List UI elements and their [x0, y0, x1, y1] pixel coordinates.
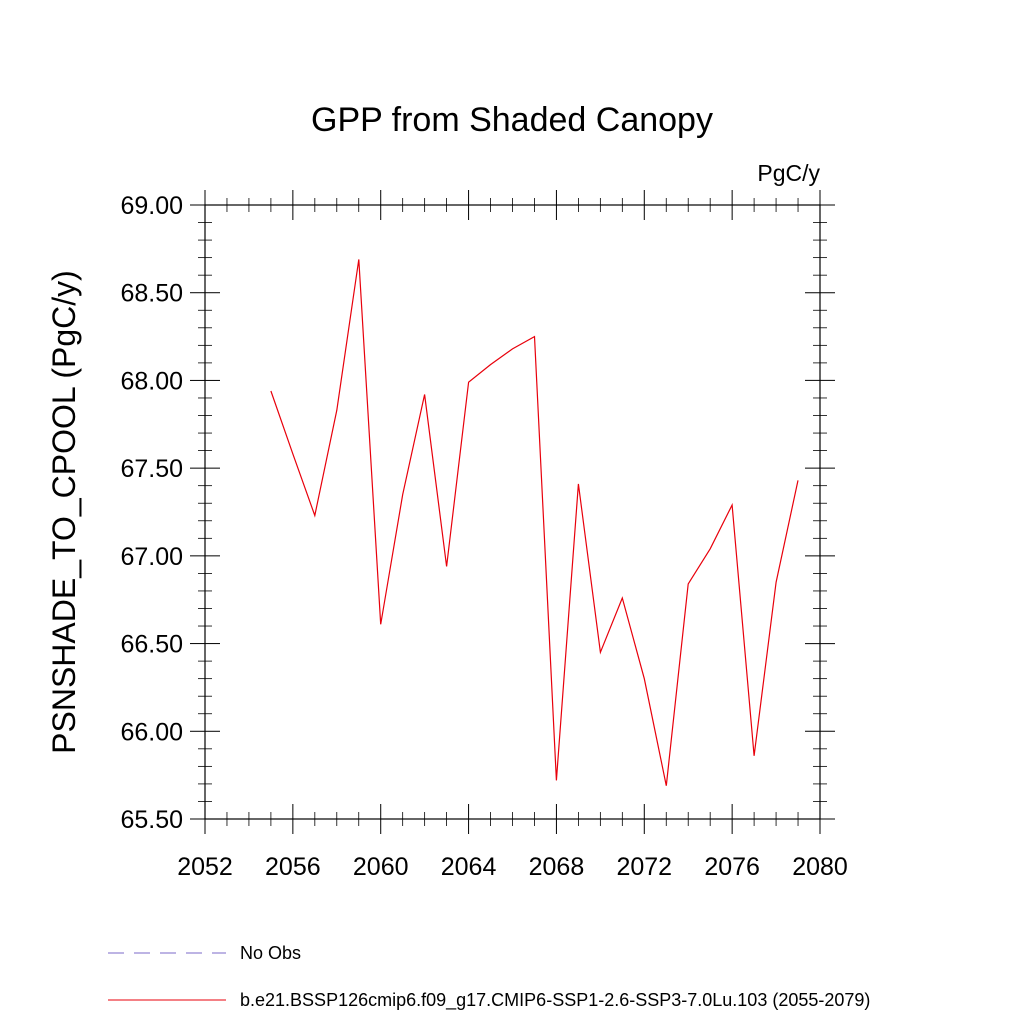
legend-label: b.e21.BSSP126cmip6.f09_g17.CMIP6-SSP1-2.…: [240, 990, 870, 1011]
legend-label: No Obs: [240, 943, 301, 963]
y-axis-label: PSNSHADE_TO_CPOOL (PgC/y): [46, 270, 82, 754]
x-tick-label: 2080: [792, 853, 848, 881]
y-tick-label: 66.50: [120, 631, 183, 659]
units-label: PgC/y: [757, 160, 820, 186]
y-tick-label: 66.00: [120, 718, 183, 746]
y-tick-label: 68.00: [120, 367, 183, 395]
series-group: [270, 259, 799, 786]
axis-ticks: 65.50 66.00 66.50 67.00 67.50 68.00 68.50 69.00…: [120, 190, 848, 881]
x-tick-label: 2064: [441, 853, 497, 881]
y-tick-label: 67.00: [120, 543, 183, 571]
series-line: [270, 259, 799, 786]
y-tick-label: 65.50: [120, 806, 183, 834]
x-tick-label: 2060: [353, 853, 409, 881]
y-tick-label: 67.50: [120, 455, 183, 483]
legend: No Obs b.e21.BSSP126cmip6.f09_g17.CMIP6-S…: [108, 943, 870, 1011]
x-tick-label: 2056: [265, 853, 321, 881]
plot-frame: [204, 204, 821, 820]
y-tick-label: 68.50: [120, 280, 183, 308]
x-tick-label: 2072: [616, 853, 672, 881]
x-tick-label: 2076: [704, 853, 760, 881]
x-tick-label: 2052: [177, 853, 233, 881]
chart-title: GPP from Shaded Canopy: [311, 101, 713, 139]
x-tick-label: 2068: [529, 853, 585, 881]
y-tick-label: 69.00: [120, 192, 183, 220]
